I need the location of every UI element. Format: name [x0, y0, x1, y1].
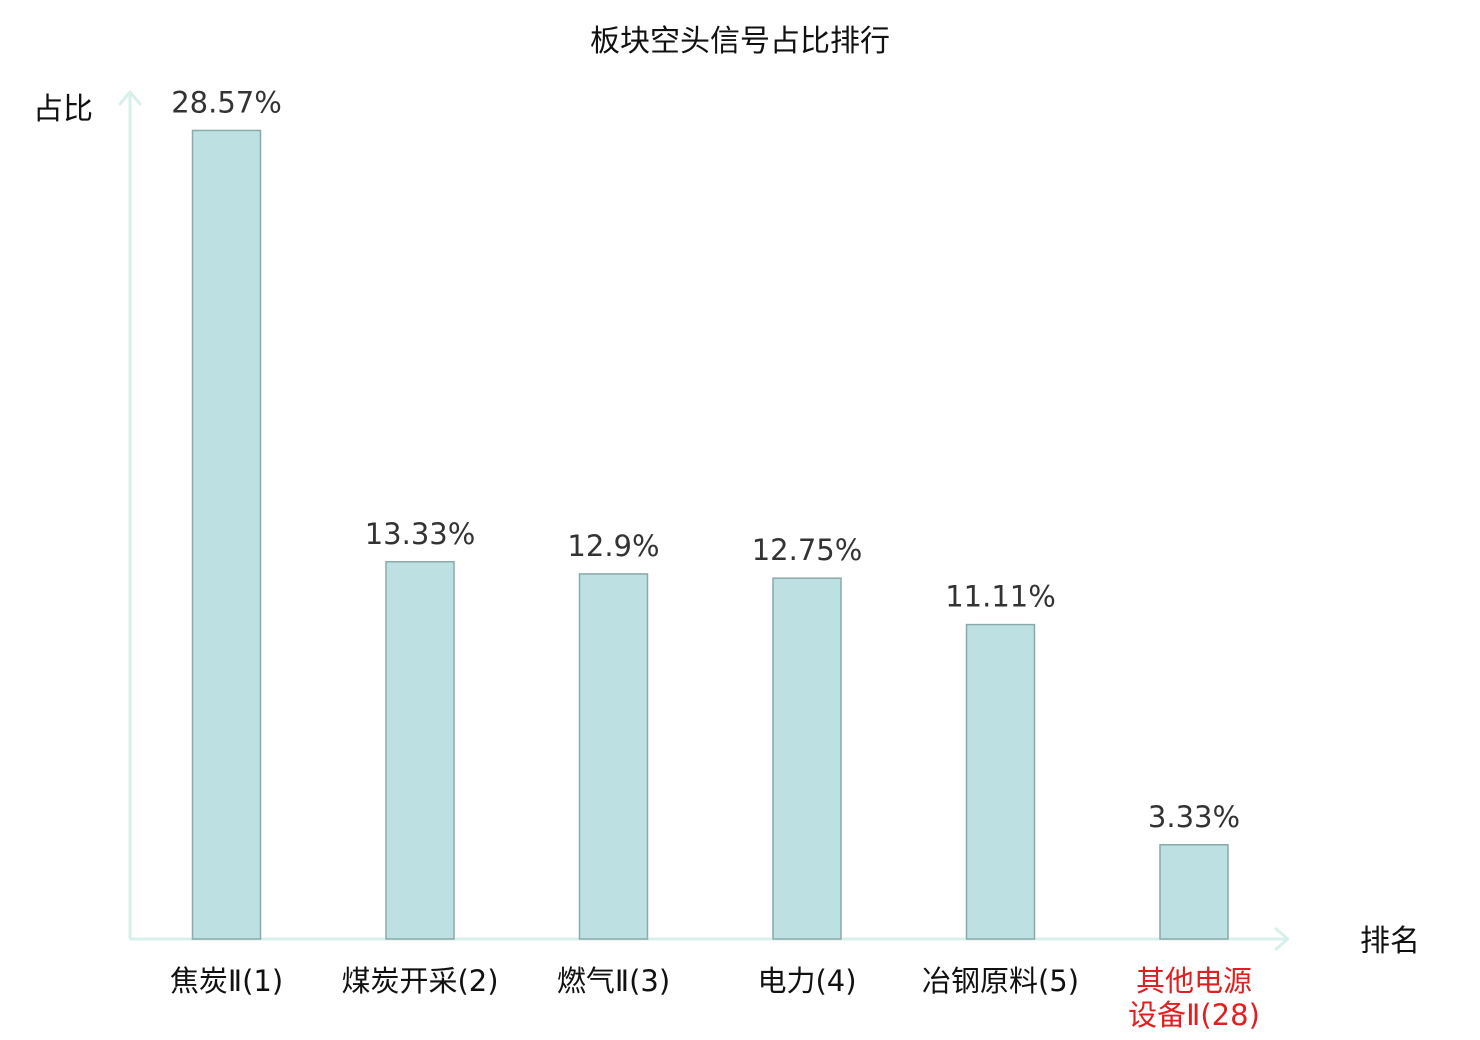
bar-value-label-1: 28.57%: [171, 85, 282, 119]
category-label-5: 冶钢原料(5): [921, 964, 1080, 998]
category-label-6: 其他电源 设备Ⅱ(28): [1128, 964, 1260, 1032]
bar-3: [578, 573, 649, 940]
category-label-2: 煤炭开采(2): [341, 964, 499, 998]
bar-value-label-6: 3.33%: [1148, 800, 1240, 834]
bar-1: [191, 129, 262, 940]
y-axis-label: 占比: [33, 92, 93, 127]
bar-6: [1159, 844, 1229, 940]
bar-value-label-4: 12.75%: [752, 533, 863, 567]
bar-5: [965, 623, 1036, 940]
y-axis-arrow-icon: [118, 90, 142, 106]
bar-value-label-5: 11.11%: [945, 580, 1056, 614]
bar-4: [772, 577, 842, 940]
bar-value-label-3: 12.9%: [567, 529, 659, 563]
category-label-1: 焦炭Ⅱ(1): [169, 964, 284, 998]
x-axis-arrow-icon: [1274, 927, 1290, 951]
x-axis-label: 排名: [1360, 924, 1420, 959]
chart-title: 板块空头信号占比排行: [590, 24, 890, 59]
category-label-4: 电力(4): [757, 964, 857, 998]
bar-value-label-2: 13.33%: [365, 517, 476, 551]
bar-2: [385, 561, 455, 940]
category-label-3: 燃气Ⅱ(3): [556, 964, 671, 998]
